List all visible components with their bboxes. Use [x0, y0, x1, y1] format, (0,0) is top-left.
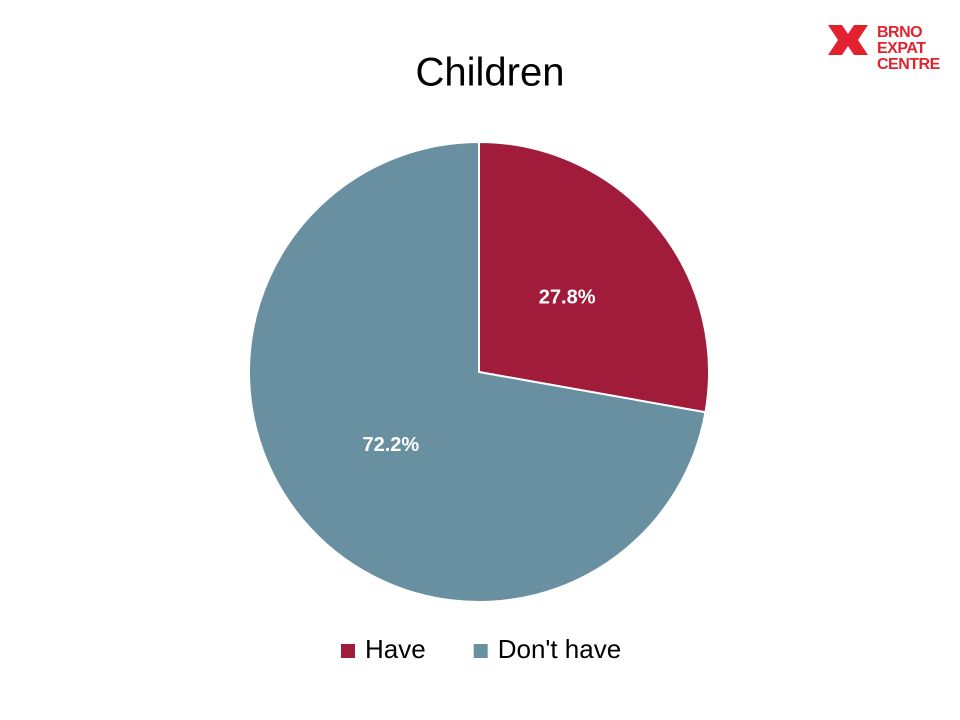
data-label: 27.8% — [539, 286, 596, 308]
legend: Have Don't have — [341, 634, 621, 664]
logo-text: CENTRE — [877, 56, 941, 73]
legend-swatch — [473, 644, 488, 658]
pie-slice — [478, 140, 710, 414]
legend-label: Have — [365, 634, 426, 664]
pie: 27.8% 72.2% — [248, 140, 710, 603]
logo: BRNO EXPAT CENTRE — [828, 24, 941, 73]
legend-label: Don't have — [498, 634, 622, 664]
logo-text: BRNO — [877, 24, 922, 41]
logo-mark — [828, 25, 868, 55]
chart-title: Children — [416, 51, 565, 95]
logo-text: EXPAT — [877, 40, 926, 57]
legend-swatch — [341, 644, 355, 658]
data-label: 72.2% — [362, 434, 419, 456]
pie-slice — [248, 140, 707, 603]
